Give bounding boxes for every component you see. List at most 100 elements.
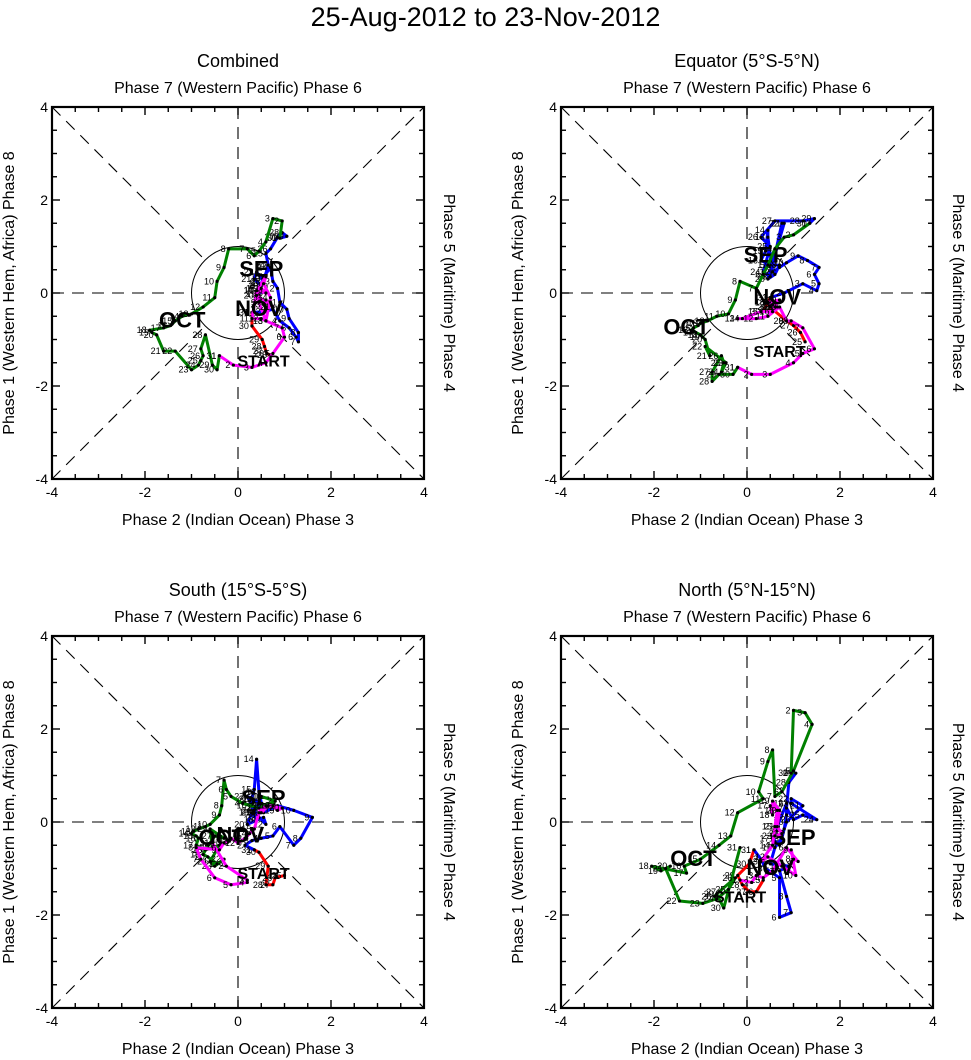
day-label: 29 [706, 369, 716, 379]
day-label: 20 [244, 290, 254, 300]
day-point [664, 866, 668, 871]
y-tick-label: -4 [545, 471, 558, 487]
day-point [250, 797, 254, 801]
panel-title: Equator (5°S-5°N) [674, 51, 819, 71]
day-label: 29 [199, 360, 209, 370]
day-label: 13 [687, 318, 697, 328]
day-label: 30 [720, 369, 730, 379]
day-label: 18 [244, 815, 254, 825]
day-label: 29 [249, 335, 259, 345]
day-point [208, 859, 212, 864]
day-point [292, 843, 296, 847]
day-point [199, 358, 203, 363]
day-label: 22 [762, 297, 772, 307]
day-label: 14 [760, 840, 770, 850]
day-point [780, 836, 784, 840]
y-axis-label: Phase 1 (Western Hem, Africa) Phase 8 [510, 151, 527, 434]
day-point [682, 864, 686, 868]
day-point [250, 324, 254, 328]
day-label: 13 [178, 309, 188, 319]
x-tick-label: 0 [743, 484, 751, 500]
day-point [264, 240, 268, 244]
day-label: 26 [748, 232, 758, 242]
day-label: 17 [183, 840, 193, 850]
day-point [747, 890, 751, 894]
x-tick-label: -4 [46, 1013, 59, 1029]
y-tick-label: -2 [36, 378, 49, 394]
y-tick-label: -4 [545, 1000, 558, 1016]
day-point [206, 855, 210, 859]
day-point [761, 878, 765, 882]
day-label: 9 [727, 295, 732, 305]
day-point [791, 818, 796, 822]
day-point [736, 811, 740, 815]
day-point [262, 344, 267, 349]
day-point [224, 864, 228, 868]
day-point [710, 370, 714, 374]
day-label: 19 [762, 269, 772, 279]
unit-circle [700, 775, 794, 869]
day-label: 8 [779, 891, 784, 901]
day-label: 2 [744, 877, 749, 887]
series-sep: 1234567891011121314151617181920212223242… [239, 228, 301, 347]
day-point [784, 894, 789, 899]
day-label: 1 [246, 845, 251, 855]
y-tick-label: 0 [549, 814, 557, 830]
day-point [764, 249, 768, 253]
day-label: 28 [790, 216, 800, 226]
day-point [733, 298, 737, 302]
day-point [757, 790, 761, 794]
day-label: 15 [183, 831, 193, 841]
day-label: 27 [736, 887, 746, 897]
day-label: 25 [790, 810, 800, 820]
y-axis-label: Phase 1 (Western Hem, Africa) Phase 8 [1, 151, 18, 434]
day-label: 17 [683, 328, 693, 338]
x-tick-label: 2 [327, 1013, 335, 1029]
day-label: 7 [767, 791, 772, 801]
day-label: 27 [234, 791, 244, 801]
day-label: 24 [804, 815, 814, 825]
day-point [245, 880, 249, 885]
day-label: 21 [241, 274, 251, 284]
day-label: 21 [764, 302, 774, 312]
day-point [789, 911, 793, 915]
day-label: 10 [715, 309, 725, 319]
day-point [250, 811, 254, 815]
day-label: 27 [188, 344, 198, 354]
x-tick-label: 4 [420, 484, 428, 500]
day-point [740, 316, 744, 321]
day-label: 6 [779, 843, 784, 853]
x-tick-label: 2 [836, 484, 844, 500]
start-label: START [753, 344, 805, 361]
day-point [759, 235, 763, 239]
day-point [250, 365, 254, 369]
day-label: 30 [778, 768, 788, 778]
day-point [294, 335, 298, 339]
day-label: 12 [743, 314, 753, 324]
day-label: 9 [783, 845, 788, 855]
day-label: 14 [685, 321, 695, 331]
y-tick-label: 4 [549, 628, 557, 644]
day-label: 15 [241, 824, 251, 834]
day-label: 1 [730, 362, 735, 372]
day-label: 5 [811, 279, 816, 289]
day-label: 24 [255, 260, 265, 270]
day-label: 4 [804, 719, 809, 729]
y-axis-label: Phase 1 (Western Hem, Africa) Phase 8 [1, 680, 18, 963]
day-point [299, 836, 303, 840]
day-label: 31 [206, 351, 216, 361]
day-point [705, 319, 710, 323]
day-label: 25 [248, 798, 258, 808]
day-label: 10 [746, 787, 756, 797]
day-point [717, 890, 721, 894]
month-label-sep: SEP [239, 256, 283, 281]
day-point [194, 834, 198, 838]
day-label: 1 [204, 838, 209, 848]
day-point [766, 277, 770, 281]
day-point [715, 897, 719, 901]
x-tick-label: -4 [46, 484, 59, 500]
figure-title: 25-Aug-2012 to 23-Nov-2012 [310, 2, 661, 32]
day-point [296, 340, 301, 344]
